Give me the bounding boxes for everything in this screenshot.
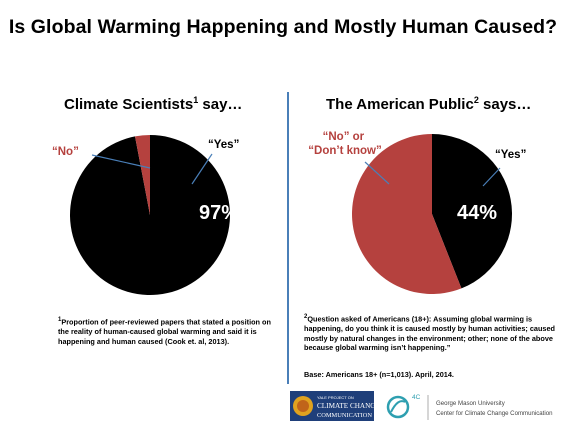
panel-divider [287, 92, 289, 384]
footnote-1: 1Proportion of peer-reviewed papers that… [58, 316, 274, 346]
public-yes-leader-line [482, 167, 501, 187]
public-pie-slice-no [352, 134, 462, 294]
4c-logo-text: 4C [412, 394, 421, 401]
page-title: Is Global Warming Happening and Mostly H… [8, 16, 558, 38]
yes-label: “Yes” [208, 139, 239, 151]
4c-logo: 4C [386, 394, 421, 419]
yes-value-label: 97% [199, 202, 239, 224]
footnote-2-text: Question asked of Americans (18+): Assum… [304, 314, 555, 353]
public-title-suffix: says… [478, 96, 532, 113]
gmu-line1: George Mason University [436, 400, 506, 407]
footnote-2-marker: 2 [304, 314, 308, 320]
yale-logo-line2: CLIMATE CHANGE [317, 402, 380, 410]
scientists-pie-chart: “No” “Yes” 97% [52, 135, 239, 295]
public-pie-slice-yes [432, 134, 513, 289]
scientists-title-marker: 1 [193, 95, 199, 105]
no-dontknow-label: “No” or “Don’t know” [308, 131, 381, 157]
public-pie-chart: “No” or “Don’t know” “Yes” 44% [308, 131, 526, 294]
public-title-marker: 2 [473, 95, 479, 105]
scientists-title-text: Climate Scientists [64, 96, 194, 113]
no-dontknow-label-line1: “No” or [323, 131, 365, 143]
public-chart-title: The American Public2 says… [326, 95, 531, 113]
scientists-pie-slice-no [135, 135, 150, 215]
yes-leader-line [191, 153, 213, 185]
yale-climate-communication-logo: YALE PROJECT ON CLIMATE CHANGE COMMUNICA… [290, 391, 380, 421]
footnote-1-marker: 1 [58, 317, 62, 323]
footnote-2: 2Question asked of Americans (18+): Assu… [304, 313, 562, 353]
base-note: Base: Americans 18+ (n=1,013). April, 20… [304, 370, 454, 379]
scientists-chart-title: Climate Scientists1 say… [64, 95, 242, 113]
no-dontknow-leader-line [364, 161, 390, 185]
public-yes-label: “Yes” [495, 149, 526, 161]
yale-logo-line1: YALE PROJECT ON [317, 395, 354, 400]
gmu-line2: Center for Climate Change Communication [436, 410, 553, 417]
public-title-text: The American Public [326, 96, 474, 113]
sponsor-logos: YALE PROJECT ON CLIMATE CHANGE COMMUNICA… [290, 391, 553, 421]
scientists-pie-slice-yes [70, 135, 231, 295]
public-yes-value-label: 44% [457, 202, 497, 224]
no-leader-line [91, 154, 151, 169]
no-label: “No” [52, 146, 79, 158]
yale-logo-line3: COMMUNICATION [317, 412, 372, 419]
no-dontknow-label-line2: “Don’t know” [308, 145, 381, 157]
scientists-title-suffix: say… [198, 96, 243, 113]
footnote-1-text: Proportion of peer-reviewed papers that … [58, 317, 271, 346]
